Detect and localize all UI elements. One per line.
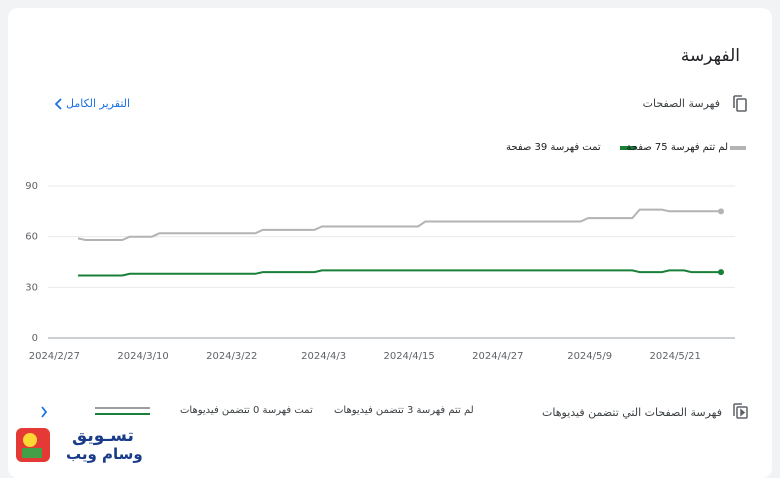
pages-icon <box>733 95 747 112</box>
section-label: فهرسة الصفحات <box>642 97 720 110</box>
logo <box>16 428 50 462</box>
x-tick-label: 2024/4/3 <box>301 351 346 362</box>
video-section: فهرسة الصفحات التي تتضمن فيديوهات <box>542 406 722 419</box>
x-tick-label: 2024/2/27 <box>29 351 80 362</box>
next-chevron[interactable] <box>41 406 48 418</box>
x-tick-label: 2024/4/27 <box>472 351 523 362</box>
legend-swatch <box>730 146 746 150</box>
y-tick-label: 30 <box>25 282 38 293</box>
legend-gray: لم تتم فهرسة 75 صفحة <box>626 142 728 153</box>
series-line <box>78 269 721 277</box>
x-tick-label: 2024/3/22 <box>206 351 257 362</box>
video-indexed: تمت فهرسة 0 تتضمن فيديوهات <box>180 405 313 416</box>
watermark: وسام ويب <box>66 445 143 463</box>
chevron[interactable] <box>54 98 62 110</box>
watermark: تسـويق <box>72 426 134 446</box>
series-line <box>77 208 721 241</box>
video-icon <box>733 403 748 419</box>
x-tick-label: 2024/5/9 <box>567 351 612 362</box>
video-not-indexed: لم تتم فهرسة 3 تتضمن فيديوهات <box>334 405 474 416</box>
y-tick-label: 0 <box>32 333 38 344</box>
y-tick-label: 60 <box>25 232 38 243</box>
full-report-link[interactable]: التقرير الكامل <box>66 97 131 110</box>
end-point <box>718 269 724 276</box>
x-tick-label: 2024/3/10 <box>117 351 168 362</box>
title: الفهرسة <box>680 46 740 66</box>
x-tick-label: 2024/5/21 <box>650 351 701 362</box>
card <box>8 8 772 478</box>
end-point <box>718 208 724 215</box>
x-tick-label: 2024/4/15 <box>383 351 434 362</box>
legend-swatch <box>620 146 636 150</box>
legend-green: تمت فهرسة 39 صفحة <box>506 142 601 153</box>
y-tick-label: 90 <box>25 181 38 192</box>
